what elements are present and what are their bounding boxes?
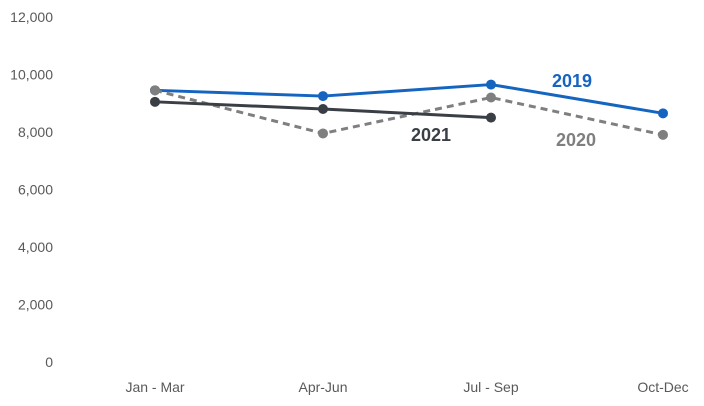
data-point-2019 [486,79,496,90]
series-2021 [150,96,496,123]
series-lines [150,79,668,140]
x-tick-label: Jan - Mar [125,379,184,395]
y-tick-label: 10,000 [10,67,53,83]
y-tick-label: 6,000 [18,182,53,198]
y-axis: 0 2,000 4,000 6,000 8,000 10,000 12,000 [10,9,53,370]
y-tick-label: 12,000 [10,9,53,25]
data-point-2020 [658,129,668,140]
data-point-2019 [318,91,328,102]
data-point-2020 [486,92,496,103]
data-point-2021 [318,104,328,114]
y-tick-label: 0 [45,354,53,370]
data-point-2021 [150,96,160,107]
y-tick-label: 8,000 [18,124,53,140]
data-point-2020 [150,85,160,96]
series-label-2019: 2019 [552,71,592,91]
series-label-2021: 2021 [411,125,451,145]
data-point-2020 [318,128,328,139]
y-tick-label: 2,000 [18,297,53,313]
x-tick-label: Jul - Sep [463,379,518,395]
series-labels: 2019 2020 2021 [411,71,596,150]
series-line-2020 [154,88,664,137]
y-tick-label: 4,000 [18,239,53,255]
series-2020 [150,85,668,140]
data-point-2021 [486,112,496,123]
series-label-2020: 2020 [556,130,596,150]
x-tick-label: Oct-Dec [637,379,688,395]
data-point-2019 [658,108,668,119]
series-line-2019 [154,83,664,115]
x-axis: Jan - Mar Apr-Jun Jul - Sep Oct-Dec [125,379,688,395]
x-tick-label: Apr-Jun [298,379,347,395]
